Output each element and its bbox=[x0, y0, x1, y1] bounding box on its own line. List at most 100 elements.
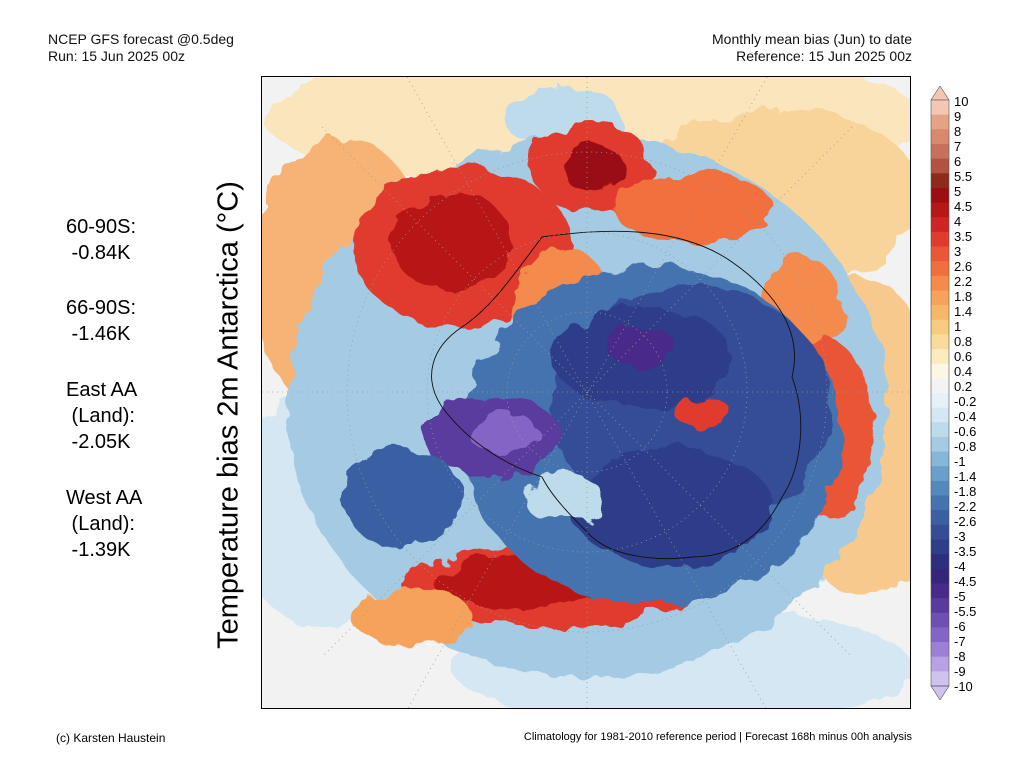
colorbar-tick-label: 9 bbox=[954, 109, 962, 124]
colorbar-swatch bbox=[931, 480, 949, 497]
colorbar-tick-label: -10 bbox=[954, 679, 973, 694]
colorbar-swatch bbox=[931, 524, 949, 540]
run-time: Run: 15 Jun 2025 00z bbox=[48, 48, 185, 64]
colorbar-swatch bbox=[931, 407, 949, 423]
colorbar-tick-label: 1 bbox=[954, 319, 962, 334]
stat-value: -2.05K bbox=[66, 431, 131, 453]
stat-label-sub: (Land): bbox=[66, 405, 135, 427]
colorbar-tick-label: 0.8 bbox=[954, 334, 973, 349]
colorbar-tick-label: 0.2 bbox=[954, 379, 973, 394]
model-title: NCEP GFS forecast @0.5deg bbox=[48, 31, 234, 47]
colorbar-tick-label: -0.6 bbox=[954, 424, 977, 439]
colorbar-swatch bbox=[931, 656, 949, 672]
colorbar-tick-label: 5 bbox=[954, 184, 962, 199]
colorbar-tick-label: -4.5 bbox=[954, 574, 977, 589]
colorbar-tick-label: -0.4 bbox=[954, 409, 977, 424]
colorbar-tick-label: 2.6 bbox=[954, 259, 973, 274]
colorbar-swatch bbox=[931, 671, 949, 687]
colorbar-tick-label: 1.8 bbox=[954, 289, 973, 304]
colorbar-tick-label: -0.2 bbox=[954, 394, 977, 409]
colorbar-bottom-arrow bbox=[930, 685, 950, 701]
colorbar-swatch bbox=[931, 275, 949, 291]
colorbar-swatch bbox=[931, 143, 949, 160]
colorbar-tick-label: -5 bbox=[954, 589, 966, 604]
colorbar-swatch bbox=[931, 539, 949, 555]
colorbar-swatch bbox=[931, 158, 949, 174]
colorbar-swatch bbox=[931, 319, 949, 335]
colorbar-tick-label: 0.4 bbox=[954, 364, 973, 379]
colorbar-swatch bbox=[931, 187, 949, 204]
stat-label: 66-90S: bbox=[66, 297, 137, 319]
colorbar-tick-label: 10 bbox=[954, 94, 969, 109]
colorbar-tick-label: -8 bbox=[954, 649, 966, 664]
colorbar-swatch bbox=[931, 583, 949, 599]
stat-value: -1.39K bbox=[66, 539, 131, 561]
header-left: NCEP GFS forecast @0.5deg Run: 15 Jun 20… bbox=[48, 31, 234, 65]
stat-label-sub: (Land): bbox=[66, 513, 135, 535]
credit-text: (c) Karsten Haustein bbox=[56, 731, 166, 745]
colorbar-swatch bbox=[931, 129, 949, 145]
colorbar-tick-label: 0.6 bbox=[954, 349, 973, 364]
stat-value: -1.46K bbox=[66, 323, 131, 345]
colorbar-swatch bbox=[931, 422, 949, 438]
stat-60-90s: 60-90S: -0.84K bbox=[66, 214, 136, 266]
colorbar-tick-label: -5.5 bbox=[954, 604, 977, 619]
continent-field bbox=[342, 267, 842, 607]
colorbar-tick-label: -1.8 bbox=[954, 484, 977, 499]
colorbar-tick-label: -1.4 bbox=[954, 469, 977, 484]
colorbar-swatch bbox=[931, 363, 949, 379]
colorbar-swatch bbox=[931, 510, 949, 526]
colorbar-swatch bbox=[931, 100, 949, 116]
colorbar-swatch bbox=[931, 246, 949, 262]
colorbar-tick-label: 1.4 bbox=[954, 304, 973, 319]
colorbar-tick-label: -2.6 bbox=[954, 514, 977, 529]
colorbar-swatch bbox=[931, 202, 949, 218]
colorbar-top-arrow bbox=[930, 85, 950, 101]
footnote-text: Climatology for 1981-2010 reference peri… bbox=[523, 731, 912, 743]
colorbar-tick-label: -2.2 bbox=[954, 499, 977, 514]
colorbar-swatch bbox=[931, 554, 949, 570]
colorbar-swatch bbox=[931, 568, 949, 584]
colorbar-swatch bbox=[931, 627, 949, 643]
colorbar-swatch bbox=[931, 466, 949, 482]
colorbar-swatch bbox=[931, 173, 949, 189]
colorbar-swatches bbox=[930, 85, 950, 701]
colorbar-swatch bbox=[931, 378, 949, 394]
colorbar-tick-label: -3 bbox=[954, 529, 966, 544]
colorbar-tick-label: 6 bbox=[954, 154, 962, 169]
stat-66-90s: 66-90S: -1.46K bbox=[66, 295, 136, 347]
colorbar-swatch bbox=[931, 393, 949, 409]
colorbar-swatch bbox=[931, 612, 949, 628]
header-right: Monthly mean bias (Jun) to date Referenc… bbox=[712, 31, 912, 65]
colorbar-swatch bbox=[931, 290, 949, 306]
colorbar-swatch bbox=[931, 451, 949, 467]
product-title: Monthly mean bias (Jun) to date bbox=[712, 31, 912, 47]
colorbar-swatch bbox=[931, 217, 949, 233]
colorbar-tick-label: -6 bbox=[954, 619, 966, 634]
colorbar-tick-label: 7 bbox=[954, 139, 962, 154]
colorbar-swatch bbox=[931, 334, 949, 350]
colorbar-swatch bbox=[931, 436, 949, 453]
map-canvas bbox=[262, 77, 910, 708]
colorbar-tick-label: 4.5 bbox=[954, 199, 973, 214]
colorbar-tick-label: -7 bbox=[954, 634, 966, 649]
colorbar-tick-label: 3.5 bbox=[954, 229, 973, 244]
colorbar-swatch bbox=[931, 261, 949, 277]
stat-label: West AA bbox=[66, 487, 143, 509]
graticule bbox=[262, 77, 910, 708]
antarctica-bias-map bbox=[261, 76, 911, 709]
colorbar-swatch bbox=[931, 495, 949, 511]
colorbar-tick-label: 2.2 bbox=[954, 274, 973, 289]
colorbar-tick-label: -4 bbox=[954, 559, 966, 574]
colorbar-swatch bbox=[931, 305, 949, 321]
colorbar bbox=[930, 85, 950, 701]
stat-label: 60-90S: bbox=[66, 216, 137, 238]
antarctic-coastline bbox=[431, 230, 802, 559]
colorbar-swatch bbox=[931, 598, 949, 614]
stat-value: -0.84K bbox=[66, 242, 131, 264]
colorbar-tick-label: 4 bbox=[954, 214, 962, 229]
colorbar-swatch bbox=[931, 231, 949, 247]
stat-east-aa: East AA (Land): -2.05K bbox=[66, 377, 137, 455]
colorbar-tick-label: 5.5 bbox=[954, 169, 973, 184]
reference-time: Reference: 15 Jun 2025 00z bbox=[736, 48, 912, 64]
